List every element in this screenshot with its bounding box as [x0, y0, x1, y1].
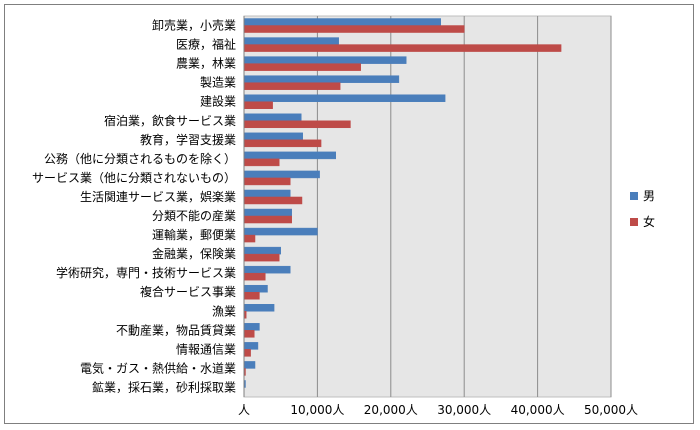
category-label: 宿泊業，飲食サービス業	[104, 113, 236, 128]
bar-male	[243, 323, 260, 331]
category-label: サービス業（他に分類されないもの）	[32, 171, 236, 185]
bar-female	[243, 234, 256, 243]
x-tick-labels: 人 10,000人 20,000人 30,000人 40,000人 50,000人	[238, 403, 638, 417]
bar-male	[243, 37, 339, 45]
bar-female	[243, 349, 251, 357]
bar-male	[243, 304, 275, 312]
category-label: 建設業	[200, 94, 236, 109]
bar-male	[243, 284, 268, 293]
category-label: 鉱業，採石業，砂利採取業	[92, 379, 236, 394]
legend-label: 女	[643, 214, 655, 229]
bar-male	[243, 18, 441, 26]
legend-swatch	[630, 192, 638, 200]
bar-male	[243, 132, 303, 141]
category-label: 生活関連サービス業，娯楽業	[80, 190, 236, 204]
category-labels: 卸売業，小売業医療，福祉農業，林業製造業建設業宿泊業，飲食サービス業教育，学習支…	[32, 18, 236, 395]
bar-female	[243, 177, 291, 186]
bar-female	[243, 253, 280, 262]
bar-male	[243, 113, 302, 122]
bar-male	[243, 189, 291, 198]
bar-female	[243, 101, 273, 109]
category-label: 電気・ガス・熱供給・水道業	[80, 360, 236, 375]
bar-female	[243, 158, 280, 167]
bar-female	[243, 139, 322, 148]
category-label: 教育，学習支援業	[140, 132, 236, 147]
bar-male	[243, 151, 336, 160]
x-tick-label: 10,000人	[290, 403, 344, 417]
legend-label: 男	[643, 189, 655, 203]
bar-male	[243, 94, 446, 102]
category-label: 公務（他に分類されるものを除く）	[44, 151, 236, 166]
x-tick-label: 50,000人	[584, 403, 638, 417]
category-label: 分類不能の産業	[152, 208, 236, 223]
category-label: 学術研究，専門・技術サービス業	[56, 265, 236, 280]
bar-male	[243, 227, 318, 236]
category-label: 製造業	[200, 76, 236, 90]
bar-male	[243, 342, 259, 350]
category-label: 金融業，保険業	[152, 246, 236, 261]
legend-swatch	[630, 218, 638, 226]
bar-female	[243, 291, 260, 300]
category-label: 複合サービス事業	[140, 284, 236, 299]
bar-male	[243, 361, 256, 369]
x-tick-label: 人	[238, 403, 250, 417]
bar-female	[243, 330, 255, 338]
category-label: 不動産業，物品賃貸業	[116, 322, 236, 337]
bar-male	[243, 170, 320, 179]
x-tick-label: 40,000人	[511, 403, 565, 417]
legend: 男女	[630, 189, 655, 229]
category-label: 農業，林業	[176, 57, 236, 71]
category-label: 卸売業，小売業	[152, 18, 236, 33]
plot-area	[243, 15, 612, 398]
bar-male	[243, 56, 407, 64]
x-tick-label: 20,000人	[364, 403, 418, 417]
category-label: 情報通信業	[176, 342, 236, 356]
x-tick-label: 30,000人	[437, 403, 491, 417]
bar-male	[243, 246, 281, 255]
bar-female	[243, 25, 465, 33]
category-label: 医療，福祉	[176, 37, 236, 52]
bar-female	[243, 44, 562, 52]
bar-female	[243, 215, 292, 224]
bar-female	[243, 272, 266, 281]
category-label: 運輸業，郵便業	[152, 227, 236, 242]
bar-male	[243, 265, 291, 274]
bar-female	[243, 120, 351, 129]
bar-male	[243, 75, 400, 83]
bar-female	[243, 82, 341, 90]
bars	[243, 18, 562, 388]
bar-male	[243, 208, 292, 217]
category-label: 漁業	[212, 304, 236, 318]
bar-female	[243, 196, 303, 205]
bar-female	[243, 63, 361, 71]
